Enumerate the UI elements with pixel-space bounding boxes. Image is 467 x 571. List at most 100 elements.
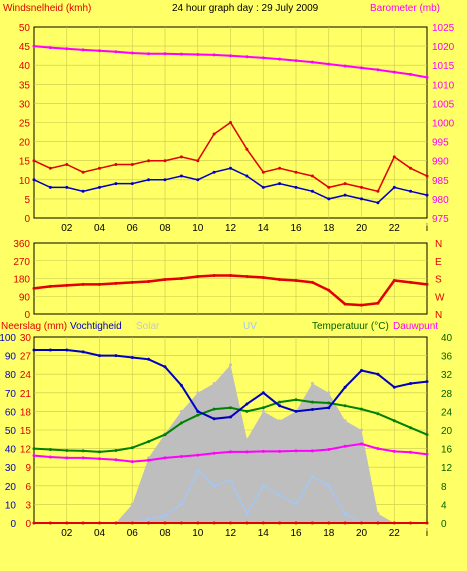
temperature-tick-label: 28 <box>441 389 453 400</box>
wind-average-point <box>48 185 52 189</box>
dewpoint-point <box>360 442 363 446</box>
barometer-point <box>360 66 363 70</box>
wind-gust-point <box>163 159 167 163</box>
uv-point <box>212 484 216 488</box>
solar-point <box>343 419 347 423</box>
x-tick-label: 04 <box>94 223 106 234</box>
temperature-tick-label: 40 <box>441 333 453 344</box>
rain-tick-label: 27 <box>20 352 32 363</box>
temperature-tick-label: 36 <box>441 352 453 363</box>
temperature-point <box>65 449 69 452</box>
wind-direction-point <box>343 302 347 306</box>
dewpoint-point <box>147 458 151 462</box>
wind-direction-point <box>179 277 183 280</box>
temperature-point <box>376 412 380 416</box>
humidity-point <box>409 382 413 385</box>
wind-gust-point <box>130 163 134 166</box>
wind-average-point <box>425 193 429 197</box>
barometer-tick-label: 975 <box>432 214 449 225</box>
rain-point <box>212 521 216 525</box>
temperature-point <box>261 406 265 410</box>
barometer-point <box>376 68 380 72</box>
uv-point <box>343 512 347 516</box>
barometer-point <box>81 48 85 52</box>
rain-point <box>98 521 101 525</box>
wind-direction-point <box>310 280 314 284</box>
dewpoint-point <box>278 449 282 453</box>
wind-tick-label: 25 <box>19 119 31 130</box>
x-tick-label: 12 <box>225 528 237 539</box>
barometer-point <box>245 55 249 59</box>
temperature-tick-label: 24 <box>441 407 453 418</box>
rain-tick-label: 0 <box>25 519 31 530</box>
rain-tick-label: 24 <box>20 370 32 381</box>
barometer-tick-label: 1010 <box>432 80 455 91</box>
rain-point <box>360 521 363 525</box>
barometer-tick-label: 1020 <box>432 42 455 53</box>
temperature-point <box>278 400 282 404</box>
solar-point <box>196 391 200 395</box>
solar-point <box>229 363 232 367</box>
wind-average-point <box>163 178 167 182</box>
rain-tick-label: 30 <box>20 333 32 344</box>
x-tick-label: 18 <box>323 223 335 234</box>
temperature-point <box>392 419 396 423</box>
barometer-point <box>343 64 347 68</box>
humidity-point <box>360 369 363 372</box>
rain-point <box>327 521 331 525</box>
rain-tick-label: 15 <box>20 426 32 437</box>
dewpoint-point <box>32 454 36 458</box>
dewpoint-point <box>196 453 200 457</box>
x-tick-label: i <box>426 528 428 539</box>
humidity-tick-label: 100 <box>0 333 16 344</box>
barometer-tick-label: 1025 <box>432 23 455 34</box>
humidity-tick-label: 0 <box>10 519 16 530</box>
compass-tick-label: S <box>435 275 442 286</box>
humidity-point <box>130 356 134 359</box>
x-tick-label: 20 <box>356 528 368 539</box>
wind-tick-label: 10 <box>19 176 31 187</box>
uv-point <box>179 502 183 506</box>
dewpoint-point <box>65 456 69 460</box>
rain-tick-label: 6 <box>25 482 31 493</box>
humidity-point <box>65 348 69 352</box>
rain-point <box>32 521 36 525</box>
wind-average-point <box>179 174 183 178</box>
temperature-tick-label: 8 <box>441 482 447 493</box>
temperature-point <box>343 404 347 408</box>
barometer-point <box>114 50 118 54</box>
wind-average-point <box>360 197 363 201</box>
temperature-point <box>179 421 183 425</box>
rain-point <box>392 521 396 525</box>
dewpoint-point <box>392 449 396 453</box>
wind-direction-point <box>245 275 249 278</box>
direction-tick-label: 270 <box>13 257 30 268</box>
wind-gust-point <box>278 166 282 170</box>
uv-point <box>327 484 331 488</box>
compass-tick-label: W <box>435 292 445 303</box>
compass-tick-label: N <box>435 239 442 250</box>
temperature-point <box>294 398 298 402</box>
barometer-point <box>261 56 265 60</box>
rain-point <box>278 521 282 525</box>
humidity-point <box>98 354 101 358</box>
humidity-point <box>425 380 429 384</box>
wind-gust-point <box>98 166 101 170</box>
wind-average-point <box>65 185 69 189</box>
humidity-point <box>245 402 249 406</box>
solar-point <box>179 409 183 413</box>
humidity-point <box>229 415 232 419</box>
temperature-point <box>32 447 36 451</box>
x-tick-label: 08 <box>159 528 171 539</box>
wind-average-point <box>278 182 282 186</box>
temperature-axis-title: Temperatuur (°C) <box>312 321 389 332</box>
uv-label: UV <box>243 321 257 332</box>
wind-tick-label: 40 <box>19 61 31 72</box>
uv-point <box>163 514 167 518</box>
barometer-point <box>425 75 429 79</box>
barometer-point <box>48 46 52 50</box>
barometer-point <box>98 49 101 53</box>
dewpoint-point <box>229 450 232 454</box>
dewpoint-point <box>327 448 331 451</box>
